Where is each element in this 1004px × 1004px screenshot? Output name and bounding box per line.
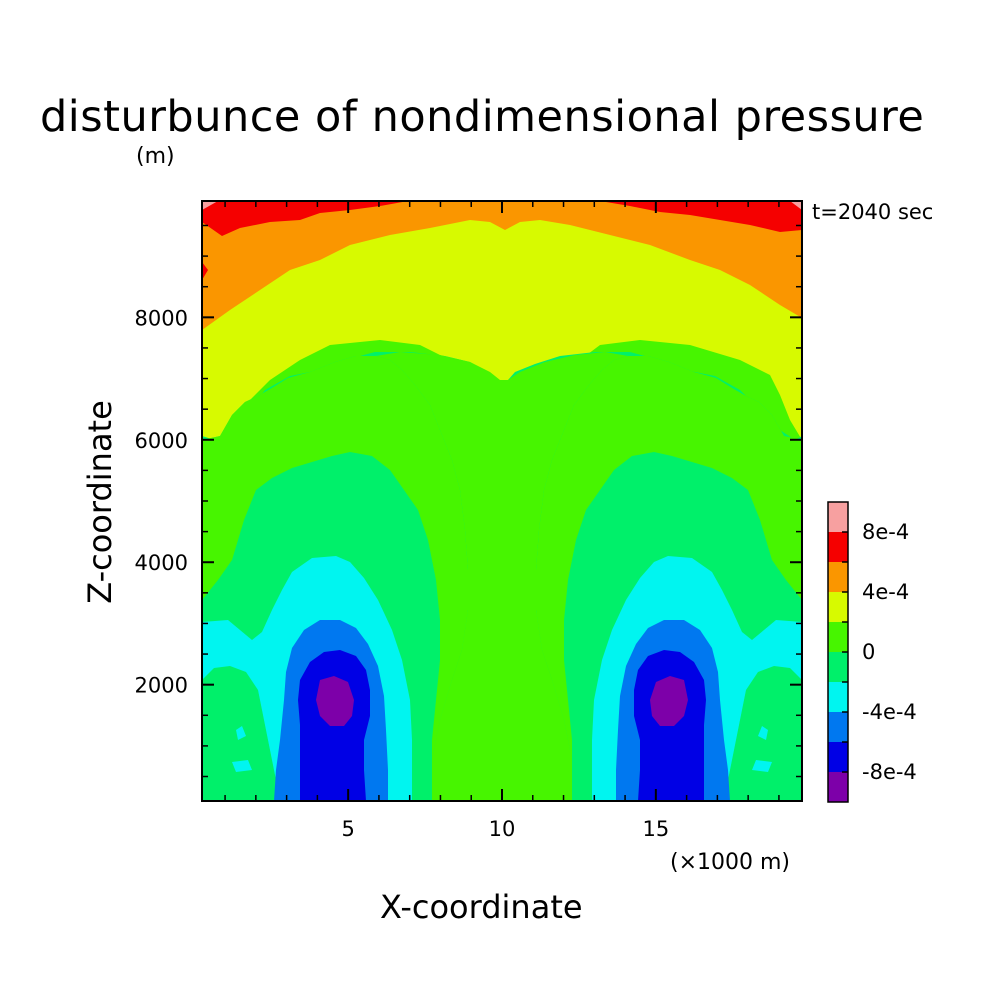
patch-cyan-right-dot: [758, 726, 768, 740]
colorbar-label: 8e-4: [862, 520, 909, 544]
contour-fields: [202, 201, 802, 801]
colorbar-label: 0: [862, 640, 875, 664]
band-8e-4-left: [202, 201, 218, 210]
y-tick-label: 8000: [135, 306, 188, 330]
colorbar-swatch: [828, 742, 848, 772]
z-unit-label: (m): [136, 144, 175, 169]
core-left: [316, 676, 354, 726]
colorbar-label: -8e-4: [862, 760, 917, 784]
band-2e-4-to-4e-4: [202, 201, 802, 465]
x-tick-label: 5: [341, 817, 354, 841]
band-6e-4-left-edge: [202, 262, 208, 280]
colorbar-swatch: [828, 682, 848, 712]
y-tick-label: 4000: [135, 551, 188, 575]
band-8e-4-right: [790, 201, 802, 210]
colorbar-label: -4e-4: [862, 700, 917, 724]
band-4e-4-to-6e-4: [202, 201, 802, 330]
x-tick-label: 10: [489, 817, 516, 841]
band-6e-4-left: [202, 201, 408, 236]
patch-cyan-left-small: [232, 760, 252, 772]
colorbar-swatch: [828, 502, 848, 532]
colorbar-swatch: [828, 712, 848, 742]
axis-ticks: 5 10 15 2000 4000 6000 8000: [135, 201, 802, 841]
x-tick-label: 15: [642, 817, 669, 841]
colorbar-label: 4e-4: [862, 580, 909, 604]
time-annotation: t=2040 sec: [812, 200, 934, 224]
core-right: [650, 676, 688, 726]
colorbar-swatch: [828, 562, 848, 592]
y-tick-label: 6000: [135, 429, 188, 453]
x-axis-label: X-coordinate: [380, 888, 583, 926]
y-tick-label: 2000: [135, 674, 188, 698]
chart-title: disturbunce of nondimensional pressure: [40, 92, 925, 142]
colorbar-swatch: [828, 772, 848, 802]
colorbar-swatch: [828, 622, 848, 652]
colorbar-swatch: [828, 592, 848, 622]
band-6e-4-right: [600, 201, 802, 232]
x-unit-label: (×1000 m): [670, 850, 791, 875]
patch-cyan-left-dot: [236, 726, 246, 740]
colorbar: 8e-4 4e-4 0 -4e-4 -8e-4: [827, 501, 917, 803]
colorbar-swatch: [828, 652, 848, 682]
colorbar-swatch: [828, 532, 848, 562]
patch-cyan-right-small: [752, 760, 772, 772]
band-0-between-domes: [376, 352, 628, 801]
